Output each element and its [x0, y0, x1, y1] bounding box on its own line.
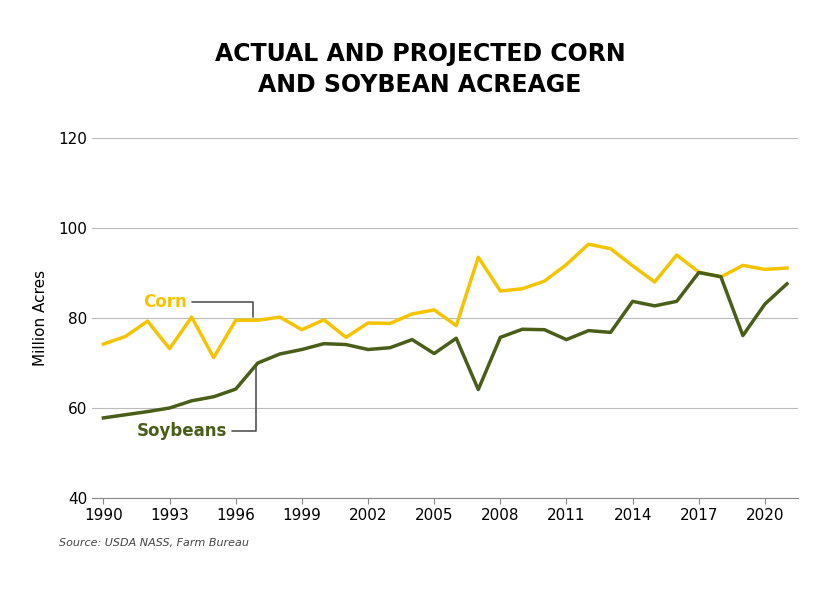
Text: Corn: Corn [143, 293, 254, 317]
Y-axis label: Million Acres: Million Acres [33, 270, 48, 366]
Text: Top: Top [653, 530, 691, 549]
Text: ACTUAL AND PROJECTED CORN
AND SOYBEAN ACREAGE: ACTUAL AND PROJECTED CORN AND SOYBEAN AC… [215, 42, 625, 97]
Text: Source: USDA NASS, Farm Bureau: Source: USDA NASS, Farm Bureau [59, 538, 249, 548]
Text: Soybeans: Soybeans [137, 367, 255, 439]
Text: Producer: Producer [622, 563, 722, 581]
